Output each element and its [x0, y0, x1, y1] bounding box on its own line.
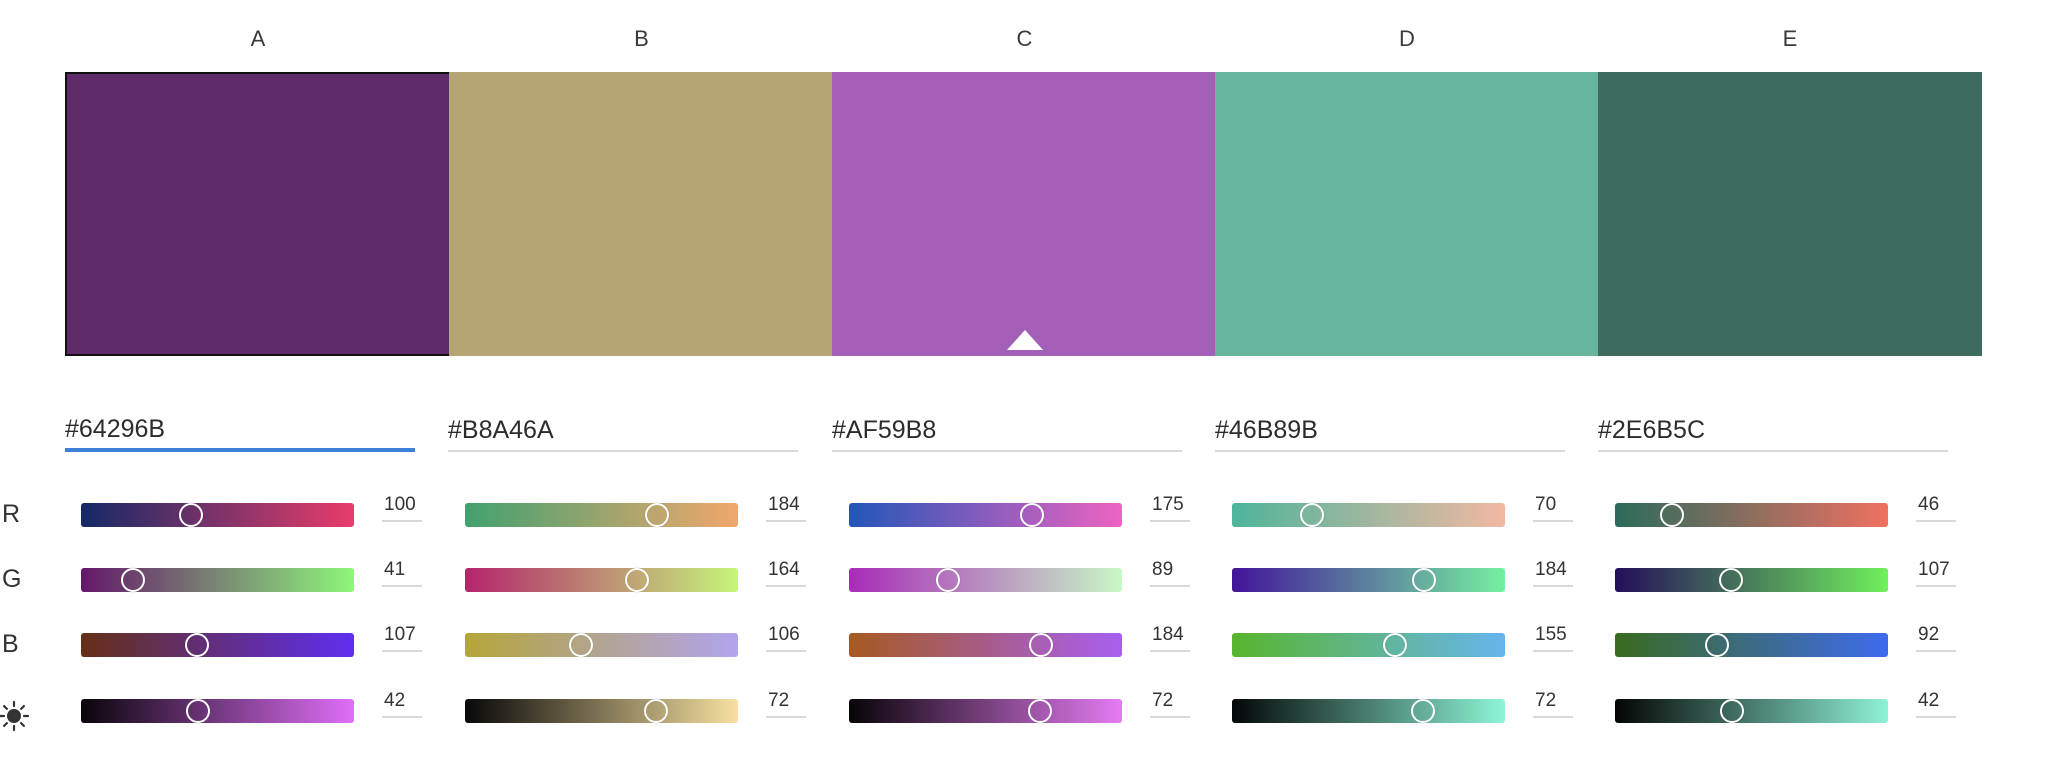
blue-slider-thumb[interactable]: [1383, 633, 1408, 657]
red-slider-thumb[interactable]: [1659, 503, 1684, 527]
blue-value-field[interactable]: 184: [1150, 624, 1190, 652]
brightness-slider[interactable]: [81, 699, 354, 723]
red-value-field[interactable]: 70: [1533, 494, 1573, 522]
red-value-field[interactable]: 100: [382, 494, 422, 522]
blue-slider[interactable]: [81, 633, 354, 657]
brightness-slider[interactable]: [1615, 699, 1888, 723]
hex-input[interactable]: [1215, 410, 1565, 452]
blue-slider[interactable]: [849, 633, 1122, 657]
blue-slider-thumb[interactable]: [1028, 633, 1053, 657]
green-slider-thumb[interactable]: [1411, 568, 1436, 592]
red-slider[interactable]: [81, 503, 354, 527]
brightness-slider-thumb[interactable]: [644, 699, 669, 723]
green-value-field[interactable]: 107: [1916, 559, 1956, 587]
green-slider-thumb[interactable]: [121, 568, 146, 592]
column-letter: B: [634, 26, 649, 51]
red-value-field[interactable]: 46: [1916, 494, 1956, 522]
color-swatch-b[interactable]: [449, 72, 834, 356]
column-letter: D: [1399, 26, 1415, 51]
brightness-value-field[interactable]: 42: [1916, 690, 1956, 718]
base-color-marker-icon: [1006, 330, 1043, 350]
column-letter: E: [1782, 26, 1798, 51]
red-value-field[interactable]: 184: [766, 494, 806, 522]
red-slider[interactable]: [1615, 503, 1888, 527]
brightness-value-field[interactable]: 72: [1533, 690, 1573, 718]
brightness-slider[interactable]: [849, 699, 1122, 723]
column-letter: C: [1016, 26, 1033, 51]
blue-slider[interactable]: [1615, 633, 1888, 657]
blue-slider[interactable]: [1232, 633, 1505, 657]
row-label-green: G: [2, 565, 22, 593]
red-slider[interactable]: [849, 503, 1122, 527]
color-swatch-d[interactable]: [1215, 72, 1599, 356]
green-slider[interactable]: [81, 568, 354, 592]
brightness-value-field[interactable]: 72: [1150, 690, 1190, 718]
green-slider[interactable]: [465, 568, 738, 592]
red-slider-thumb[interactable]: [1019, 503, 1044, 527]
green-slider-thumb[interactable]: [935, 568, 960, 592]
red-slider-thumb[interactable]: [1300, 503, 1325, 527]
green-slider-thumb[interactable]: [1719, 568, 1744, 592]
blue-value-field[interactable]: 92: [1916, 624, 1956, 652]
brightness-slider[interactable]: [1232, 699, 1505, 723]
brightness-slider-thumb[interactable]: [185, 699, 210, 723]
brightness-slider-thumb[interactable]: [1719, 699, 1744, 723]
red-slider-thumb[interactable]: [644, 503, 669, 527]
row-label-red: R: [2, 500, 21, 528]
red-slider-thumb[interactable]: [178, 503, 203, 527]
green-slider[interactable]: [849, 568, 1122, 592]
hex-input[interactable]: [1598, 410, 1948, 452]
red-slider[interactable]: [1232, 503, 1505, 527]
brightness-value-field[interactable]: 72: [766, 690, 806, 718]
green-value-field[interactable]: 164: [766, 559, 806, 587]
green-slider-thumb[interactable]: [625, 568, 650, 592]
hex-input[interactable]: [65, 410, 415, 452]
row-label-blue: B: [2, 630, 19, 658]
blue-slider-thumb[interactable]: [1704, 633, 1729, 657]
blue-value-field[interactable]: 155: [1533, 624, 1573, 652]
green-value-field[interactable]: 89: [1150, 559, 1190, 587]
blue-slider-thumb[interactable]: [568, 633, 593, 657]
hex-input[interactable]: [448, 410, 798, 452]
green-slider[interactable]: [1232, 568, 1505, 592]
brightness-value-field[interactable]: 42: [382, 690, 422, 718]
color-swatch-a[interactable]: [65, 72, 451, 356]
color-swatch-c[interactable]: [832, 72, 1217, 356]
hex-input[interactable]: [832, 410, 1182, 452]
brightness-slider[interactable]: [465, 699, 738, 723]
brightness-slider-thumb[interactable]: [1028, 699, 1053, 723]
blue-slider-thumb[interactable]: [185, 633, 210, 657]
red-value-field[interactable]: 175: [1150, 494, 1190, 522]
green-slider[interactable]: [1615, 568, 1888, 592]
green-value-field[interactable]: 41: [382, 559, 422, 587]
brightness-slider-thumb[interactable]: [1411, 699, 1436, 723]
color-swatch-e[interactable]: [1598, 72, 1982, 356]
column-letter: A: [250, 26, 266, 51]
red-slider[interactable]: [465, 503, 738, 527]
green-value-field[interactable]: 184: [1533, 559, 1573, 587]
blue-slider[interactable]: [465, 633, 738, 657]
blue-value-field[interactable]: 107: [382, 624, 422, 652]
blue-value-field[interactable]: 106: [766, 624, 806, 652]
sun-icon: [0, 700, 30, 732]
